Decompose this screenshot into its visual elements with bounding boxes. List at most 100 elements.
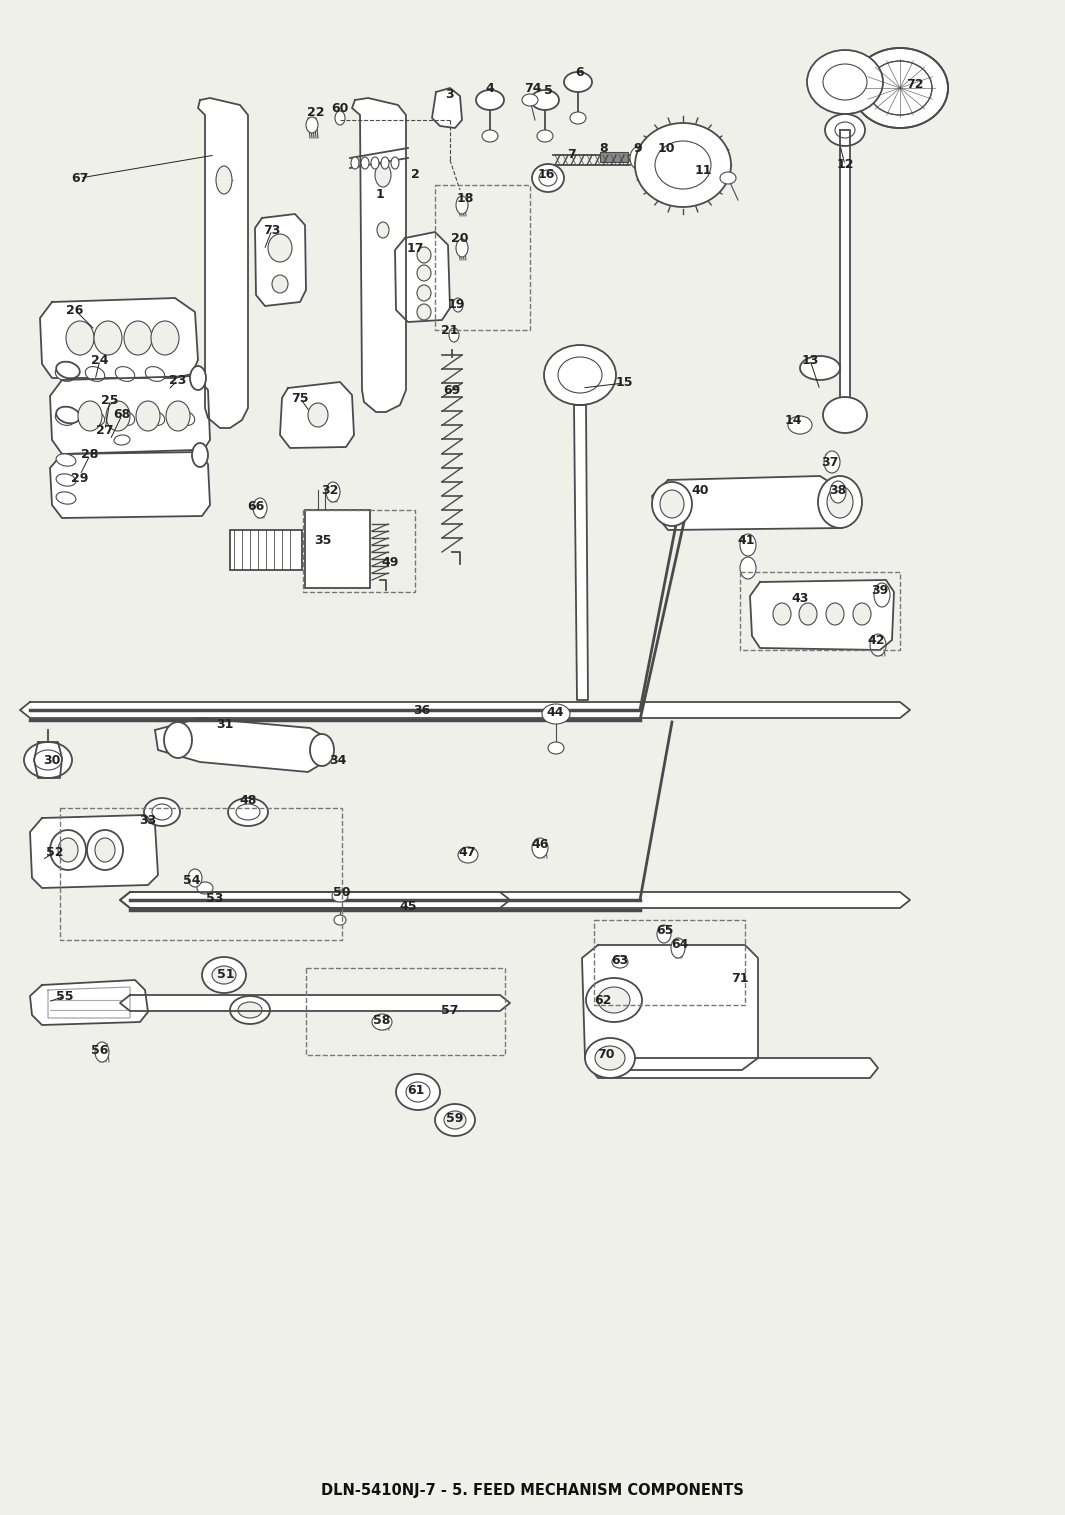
Ellipse shape bbox=[537, 130, 553, 142]
Polygon shape bbox=[34, 742, 62, 779]
Text: 55: 55 bbox=[56, 989, 73, 1003]
Ellipse shape bbox=[192, 442, 208, 467]
Text: 72: 72 bbox=[906, 79, 923, 91]
Text: 65: 65 bbox=[656, 924, 674, 936]
Ellipse shape bbox=[236, 804, 260, 820]
Text: 45: 45 bbox=[399, 900, 416, 912]
Ellipse shape bbox=[635, 123, 731, 208]
Ellipse shape bbox=[740, 533, 756, 556]
Text: 2: 2 bbox=[411, 168, 420, 182]
Text: 63: 63 bbox=[611, 953, 628, 967]
Polygon shape bbox=[155, 718, 330, 773]
Text: 20: 20 bbox=[452, 232, 469, 244]
Ellipse shape bbox=[95, 1042, 109, 1062]
Text: 70: 70 bbox=[597, 1048, 615, 1062]
Ellipse shape bbox=[544, 345, 616, 405]
Ellipse shape bbox=[189, 870, 202, 886]
Ellipse shape bbox=[531, 89, 559, 111]
Ellipse shape bbox=[564, 73, 592, 92]
Polygon shape bbox=[50, 376, 210, 454]
Text: 16: 16 bbox=[538, 168, 555, 182]
Ellipse shape bbox=[115, 367, 134, 382]
Text: 11: 11 bbox=[694, 164, 711, 177]
Ellipse shape bbox=[874, 583, 890, 608]
Ellipse shape bbox=[823, 397, 867, 433]
Ellipse shape bbox=[228, 798, 268, 826]
Text: 4: 4 bbox=[486, 82, 494, 94]
Ellipse shape bbox=[720, 173, 736, 183]
Ellipse shape bbox=[136, 401, 160, 430]
Polygon shape bbox=[255, 214, 306, 306]
Ellipse shape bbox=[306, 117, 318, 133]
Text: DLN-5410NJ-7 - 5. FEED MECHANISM COMPONENTS: DLN-5410NJ-7 - 5. FEED MECHANISM COMPONE… bbox=[321, 1483, 744, 1497]
Polygon shape bbox=[20, 701, 910, 718]
Ellipse shape bbox=[558, 358, 602, 392]
Ellipse shape bbox=[371, 158, 379, 170]
Text: 26: 26 bbox=[66, 303, 84, 317]
Text: 14: 14 bbox=[784, 414, 802, 427]
Ellipse shape bbox=[197, 882, 213, 894]
Ellipse shape bbox=[456, 195, 468, 214]
Text: 47: 47 bbox=[458, 845, 476, 859]
Text: 75: 75 bbox=[291, 391, 309, 405]
Polygon shape bbox=[432, 88, 462, 127]
Text: 58: 58 bbox=[374, 1014, 391, 1027]
Ellipse shape bbox=[372, 1014, 392, 1030]
Text: 66: 66 bbox=[247, 500, 264, 512]
Ellipse shape bbox=[144, 798, 180, 826]
Ellipse shape bbox=[456, 239, 468, 258]
Ellipse shape bbox=[830, 480, 846, 503]
Ellipse shape bbox=[522, 94, 538, 106]
Ellipse shape bbox=[332, 889, 348, 901]
Ellipse shape bbox=[453, 298, 463, 312]
Text: 53: 53 bbox=[207, 891, 224, 904]
Text: 52: 52 bbox=[46, 845, 64, 859]
Ellipse shape bbox=[657, 926, 671, 942]
Text: 7: 7 bbox=[567, 148, 575, 162]
Ellipse shape bbox=[788, 417, 812, 433]
Ellipse shape bbox=[652, 482, 692, 526]
Text: 48: 48 bbox=[240, 794, 257, 806]
Text: 23: 23 bbox=[169, 374, 186, 386]
Text: 62: 62 bbox=[594, 994, 611, 1006]
Ellipse shape bbox=[87, 830, 122, 870]
Ellipse shape bbox=[230, 995, 271, 1024]
Ellipse shape bbox=[24, 742, 72, 779]
Text: 68: 68 bbox=[113, 409, 131, 421]
Ellipse shape bbox=[152, 804, 173, 820]
Text: 54: 54 bbox=[183, 874, 200, 886]
Ellipse shape bbox=[310, 733, 334, 767]
Ellipse shape bbox=[548, 742, 564, 754]
Polygon shape bbox=[652, 476, 850, 530]
Text: 12: 12 bbox=[836, 159, 854, 171]
Ellipse shape bbox=[212, 967, 236, 985]
Ellipse shape bbox=[417, 285, 431, 301]
Ellipse shape bbox=[85, 411, 104, 426]
Text: 9: 9 bbox=[634, 141, 642, 155]
Text: 64: 64 bbox=[671, 938, 689, 951]
Ellipse shape bbox=[237, 1001, 262, 1018]
Ellipse shape bbox=[50, 830, 86, 870]
Ellipse shape bbox=[825, 114, 865, 145]
Ellipse shape bbox=[308, 403, 328, 427]
Ellipse shape bbox=[145, 367, 165, 382]
Text: 22: 22 bbox=[307, 106, 325, 118]
Ellipse shape bbox=[824, 451, 840, 473]
Ellipse shape bbox=[655, 141, 711, 189]
Ellipse shape bbox=[532, 838, 548, 857]
Text: 40: 40 bbox=[691, 483, 708, 497]
Text: 31: 31 bbox=[216, 718, 233, 732]
Text: 43: 43 bbox=[791, 591, 808, 604]
Ellipse shape bbox=[391, 158, 399, 170]
Ellipse shape bbox=[351, 158, 359, 170]
Ellipse shape bbox=[335, 111, 345, 126]
Ellipse shape bbox=[458, 847, 478, 864]
Ellipse shape bbox=[58, 838, 78, 862]
Polygon shape bbox=[30, 980, 148, 1026]
Ellipse shape bbox=[151, 321, 179, 355]
Ellipse shape bbox=[482, 130, 498, 142]
Ellipse shape bbox=[826, 603, 843, 626]
Ellipse shape bbox=[268, 233, 292, 262]
Text: 69: 69 bbox=[443, 383, 461, 397]
Ellipse shape bbox=[145, 411, 165, 426]
